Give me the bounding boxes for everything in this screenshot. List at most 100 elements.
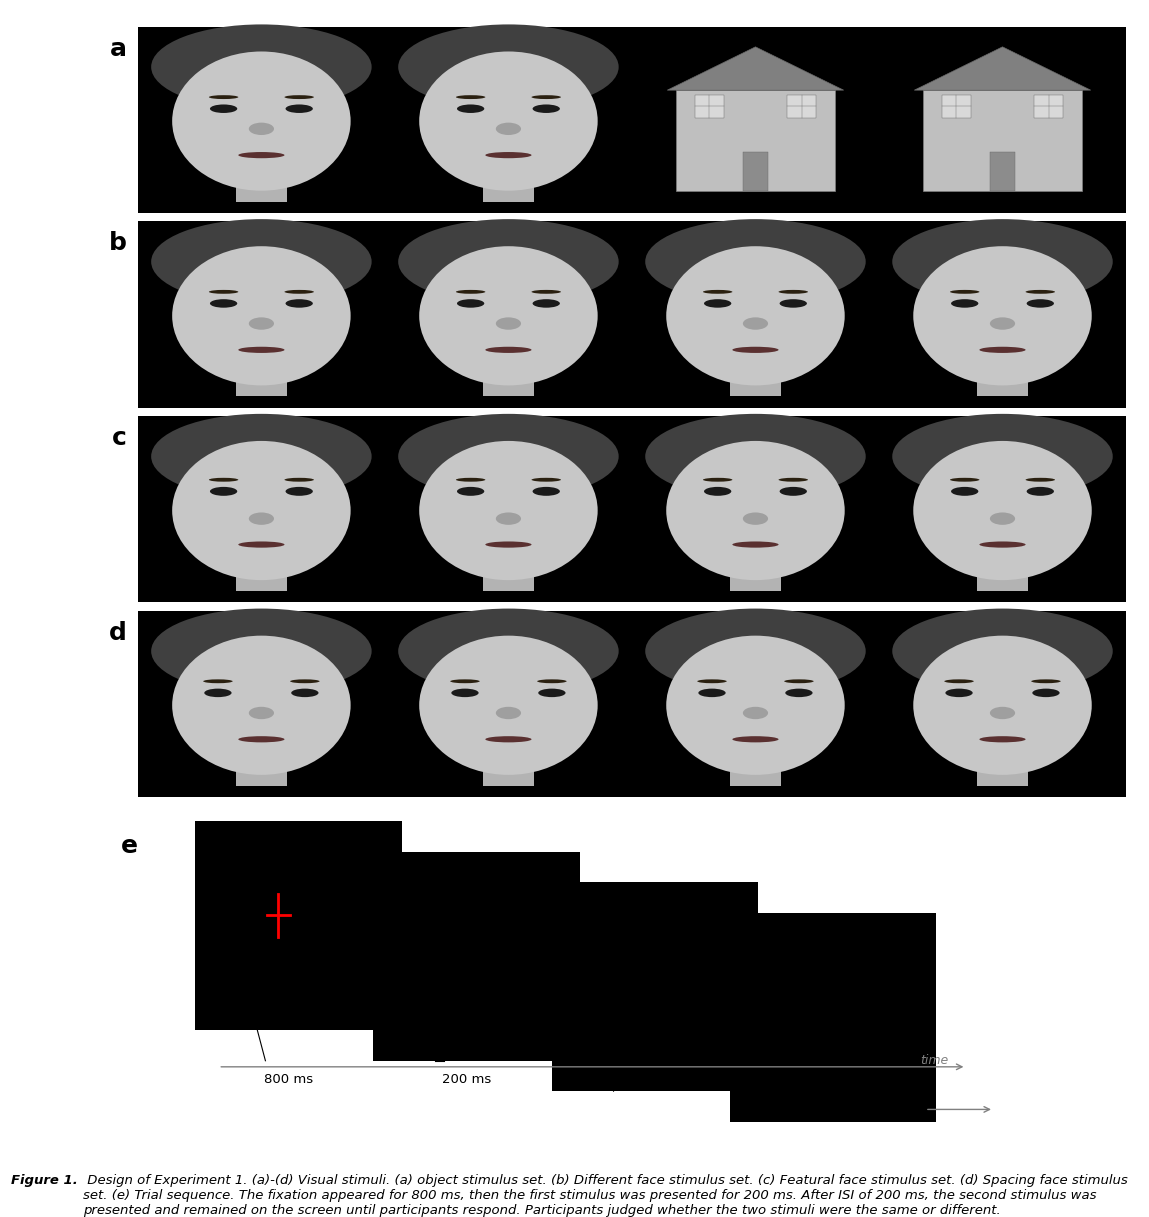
Bar <box>373 852 580 1061</box>
Ellipse shape <box>209 478 238 482</box>
Ellipse shape <box>532 478 561 482</box>
Ellipse shape <box>699 689 726 697</box>
Ellipse shape <box>950 290 979 293</box>
Bar <box>484 179 533 202</box>
Bar <box>484 568 533 591</box>
Ellipse shape <box>979 347 1026 353</box>
FancyArrowPatch shape <box>221 1064 962 1070</box>
Text: 800 ms: 800 ms <box>264 1073 313 1086</box>
Ellipse shape <box>1026 290 1055 293</box>
Ellipse shape <box>1026 478 1055 482</box>
Ellipse shape <box>249 707 273 719</box>
Text: until participants
respond: until participants respond <box>823 1079 935 1107</box>
Ellipse shape <box>209 290 238 293</box>
Ellipse shape <box>779 290 808 293</box>
Ellipse shape <box>533 487 560 495</box>
Ellipse shape <box>172 246 350 386</box>
Ellipse shape <box>402 885 552 1020</box>
Bar <box>237 179 286 202</box>
Ellipse shape <box>743 318 768 330</box>
Ellipse shape <box>645 985 665 997</box>
Ellipse shape <box>813 1043 853 1049</box>
Ellipse shape <box>496 318 520 330</box>
Ellipse shape <box>399 608 618 694</box>
Ellipse shape <box>291 679 319 683</box>
Ellipse shape <box>741 919 925 1002</box>
Ellipse shape <box>456 478 485 482</box>
Bar <box>195 821 402 1031</box>
Bar <box>138 27 1126 213</box>
Ellipse shape <box>533 299 560 308</box>
Ellipse shape <box>496 927 520 931</box>
Bar <box>138 416 1126 602</box>
Ellipse shape <box>249 318 273 330</box>
Ellipse shape <box>152 24 371 110</box>
Ellipse shape <box>646 608 865 694</box>
Ellipse shape <box>172 51 350 191</box>
Ellipse shape <box>238 736 285 742</box>
Ellipse shape <box>456 95 485 99</box>
Ellipse shape <box>704 299 731 308</box>
Text: Design of Experiment 1. (a)-(d) Visual stimuli. (a) object stimulus set. (b) Dif: Design of Experiment 1. (a)-(d) Visual s… <box>83 1174 1127 1217</box>
Ellipse shape <box>433 927 457 931</box>
Ellipse shape <box>950 478 979 482</box>
Bar <box>1034 95 1063 118</box>
Ellipse shape <box>785 679 813 683</box>
Ellipse shape <box>780 487 807 495</box>
Ellipse shape <box>485 736 532 742</box>
Ellipse shape <box>703 478 732 482</box>
Ellipse shape <box>457 982 496 988</box>
Bar <box>552 882 758 1092</box>
Ellipse shape <box>611 958 635 961</box>
Bar <box>695 95 724 118</box>
Ellipse shape <box>249 123 273 135</box>
Ellipse shape <box>210 487 237 495</box>
Ellipse shape <box>780 299 807 308</box>
Ellipse shape <box>635 1013 674 1019</box>
Ellipse shape <box>456 290 485 293</box>
Polygon shape <box>915 46 1090 90</box>
Bar <box>731 374 780 397</box>
Bar <box>923 90 1082 191</box>
Ellipse shape <box>450 679 479 683</box>
Ellipse shape <box>285 95 314 99</box>
Ellipse shape <box>913 441 1092 581</box>
Bar <box>942 95 971 118</box>
Ellipse shape <box>979 736 1026 742</box>
Ellipse shape <box>399 219 618 304</box>
Ellipse shape <box>743 707 768 719</box>
Ellipse shape <box>538 689 565 697</box>
Bar <box>730 913 936 1122</box>
Bar <box>731 763 780 786</box>
Ellipse shape <box>785 689 812 697</box>
Ellipse shape <box>485 347 532 353</box>
Ellipse shape <box>238 347 285 353</box>
Ellipse shape <box>152 219 371 304</box>
Bar <box>484 374 533 397</box>
Ellipse shape <box>286 105 313 113</box>
Ellipse shape <box>205 689 232 697</box>
Ellipse shape <box>666 635 845 775</box>
Ellipse shape <box>419 51 597 191</box>
Ellipse shape <box>419 441 597 581</box>
Ellipse shape <box>249 512 273 525</box>
Ellipse shape <box>704 487 731 495</box>
Ellipse shape <box>580 915 730 1050</box>
Ellipse shape <box>419 635 597 775</box>
Ellipse shape <box>485 542 532 548</box>
Ellipse shape <box>285 290 314 293</box>
Bar <box>787 95 816 118</box>
Ellipse shape <box>457 105 484 113</box>
Ellipse shape <box>203 679 232 683</box>
Ellipse shape <box>854 997 876 1005</box>
Ellipse shape <box>951 487 978 495</box>
Text: a: a <box>109 37 126 61</box>
Ellipse shape <box>172 441 350 581</box>
Ellipse shape <box>532 95 561 99</box>
Ellipse shape <box>538 679 566 683</box>
Ellipse shape <box>646 219 865 304</box>
Ellipse shape <box>457 487 484 495</box>
Ellipse shape <box>944 679 973 683</box>
Ellipse shape <box>779 478 808 482</box>
Ellipse shape <box>990 512 1015 525</box>
